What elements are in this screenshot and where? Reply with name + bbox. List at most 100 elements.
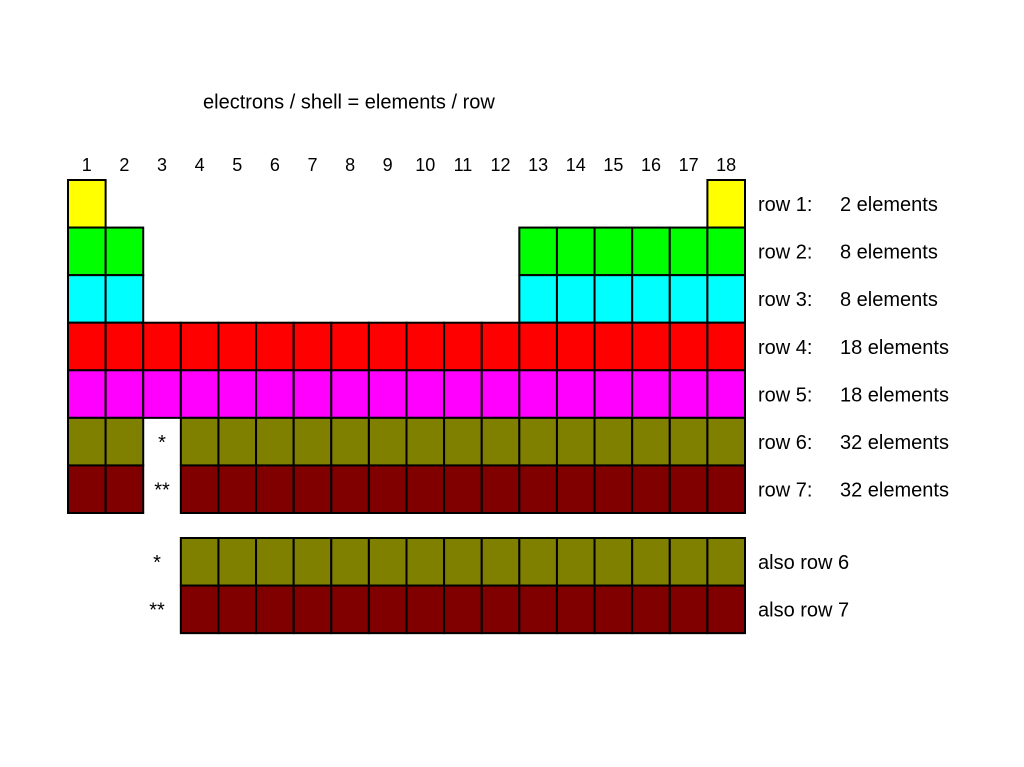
element-cell (104, 416, 145, 467)
element-cell (668, 226, 709, 277)
element-cell (480, 537, 521, 587)
element-cell (443, 369, 483, 419)
element-cell (631, 274, 671, 324)
row-label: row 1: (758, 194, 812, 216)
row-count: 18 elements (840, 337, 949, 359)
element-cell (593, 369, 634, 419)
element-cell (480, 416, 521, 467)
element-cell (217, 369, 258, 419)
footnote-marker: ** (149, 600, 165, 622)
element-cell (330, 321, 370, 372)
group-number: 18 (716, 155, 736, 175)
element-cell (631, 321, 671, 372)
element-cell (443, 464, 483, 514)
element-cell (706, 537, 747, 587)
element-cell (706, 179, 747, 229)
element-cell (668, 416, 709, 467)
element-cell (593, 584, 634, 635)
element-cell (330, 369, 370, 419)
element-cell (405, 416, 446, 467)
group-number: 3 (157, 155, 167, 175)
element-cell (67, 321, 107, 372)
element-cell (104, 369, 145, 419)
element-cell (555, 464, 596, 514)
group-number: 5 (232, 155, 242, 175)
element-cell (518, 416, 558, 467)
element-cell (668, 584, 709, 635)
element-cell (593, 464, 634, 514)
element-cell (292, 537, 333, 587)
group-number: 13 (528, 155, 548, 175)
element-cell (179, 464, 220, 514)
element-cell (292, 464, 333, 514)
row-count: 8 elements (840, 289, 938, 311)
element-cell (555, 321, 596, 372)
element-cell (518, 464, 558, 514)
element-cell (67, 274, 107, 324)
element-cell (480, 321, 521, 372)
row-marker: * (158, 432, 166, 454)
element-cell (292, 416, 333, 467)
element-cell (405, 369, 446, 419)
element-cell (631, 537, 671, 587)
element-cell (405, 321, 446, 372)
element-cell (142, 321, 182, 372)
element-cell (367, 416, 408, 467)
group-number: 7 (307, 155, 317, 175)
row-count: 32 elements (840, 479, 949, 501)
element-cell (67, 226, 107, 277)
element-cell (104, 321, 145, 372)
group-number: 10 (415, 155, 435, 175)
group-number: 16 (641, 155, 661, 175)
element-cell (518, 321, 558, 372)
element-cell (142, 369, 182, 419)
element-cell (217, 537, 258, 587)
element-cell (706, 274, 747, 324)
element-cell (367, 321, 408, 372)
row-count: 2 elements (840, 194, 938, 216)
element-cell (405, 464, 446, 514)
row-count: 32 elements (840, 432, 949, 454)
element-cell (631, 584, 671, 635)
element-cell (405, 537, 446, 587)
element-cell (367, 464, 408, 514)
element-cell (443, 584, 483, 635)
element-cell (217, 321, 258, 372)
element-cell (706, 416, 747, 467)
element-cell (668, 369, 709, 419)
group-number: 14 (566, 155, 586, 175)
element-cell (104, 274, 145, 324)
element-cell (518, 274, 558, 324)
element-cell (67, 179, 107, 229)
element-cell (104, 226, 145, 277)
element-cell (555, 226, 596, 277)
row-label: row 4: (758, 337, 812, 359)
row-label: row 7: (758, 479, 812, 501)
element-cell (179, 369, 220, 419)
element-cell (179, 321, 220, 372)
element-cell (255, 416, 295, 467)
element-cell (67, 464, 107, 514)
element-cell (179, 584, 220, 635)
element-cell (292, 584, 333, 635)
group-number: 1 (82, 155, 92, 175)
group-number: 6 (270, 155, 280, 175)
element-cell (217, 464, 258, 514)
element-cell (255, 584, 295, 635)
element-cell (593, 321, 634, 372)
element-cell (706, 226, 747, 277)
element-cell (518, 369, 558, 419)
element-cell (518, 537, 558, 587)
element-cell (179, 537, 220, 587)
element-cell (292, 321, 333, 372)
element-cell (631, 226, 671, 277)
element-cell (217, 584, 258, 635)
group-number: 15 (603, 155, 623, 175)
footnote-marker: * (153, 552, 161, 574)
element-cell (255, 321, 295, 372)
element-cell (631, 416, 671, 467)
element-cell (443, 321, 483, 372)
element-cell (631, 369, 671, 419)
